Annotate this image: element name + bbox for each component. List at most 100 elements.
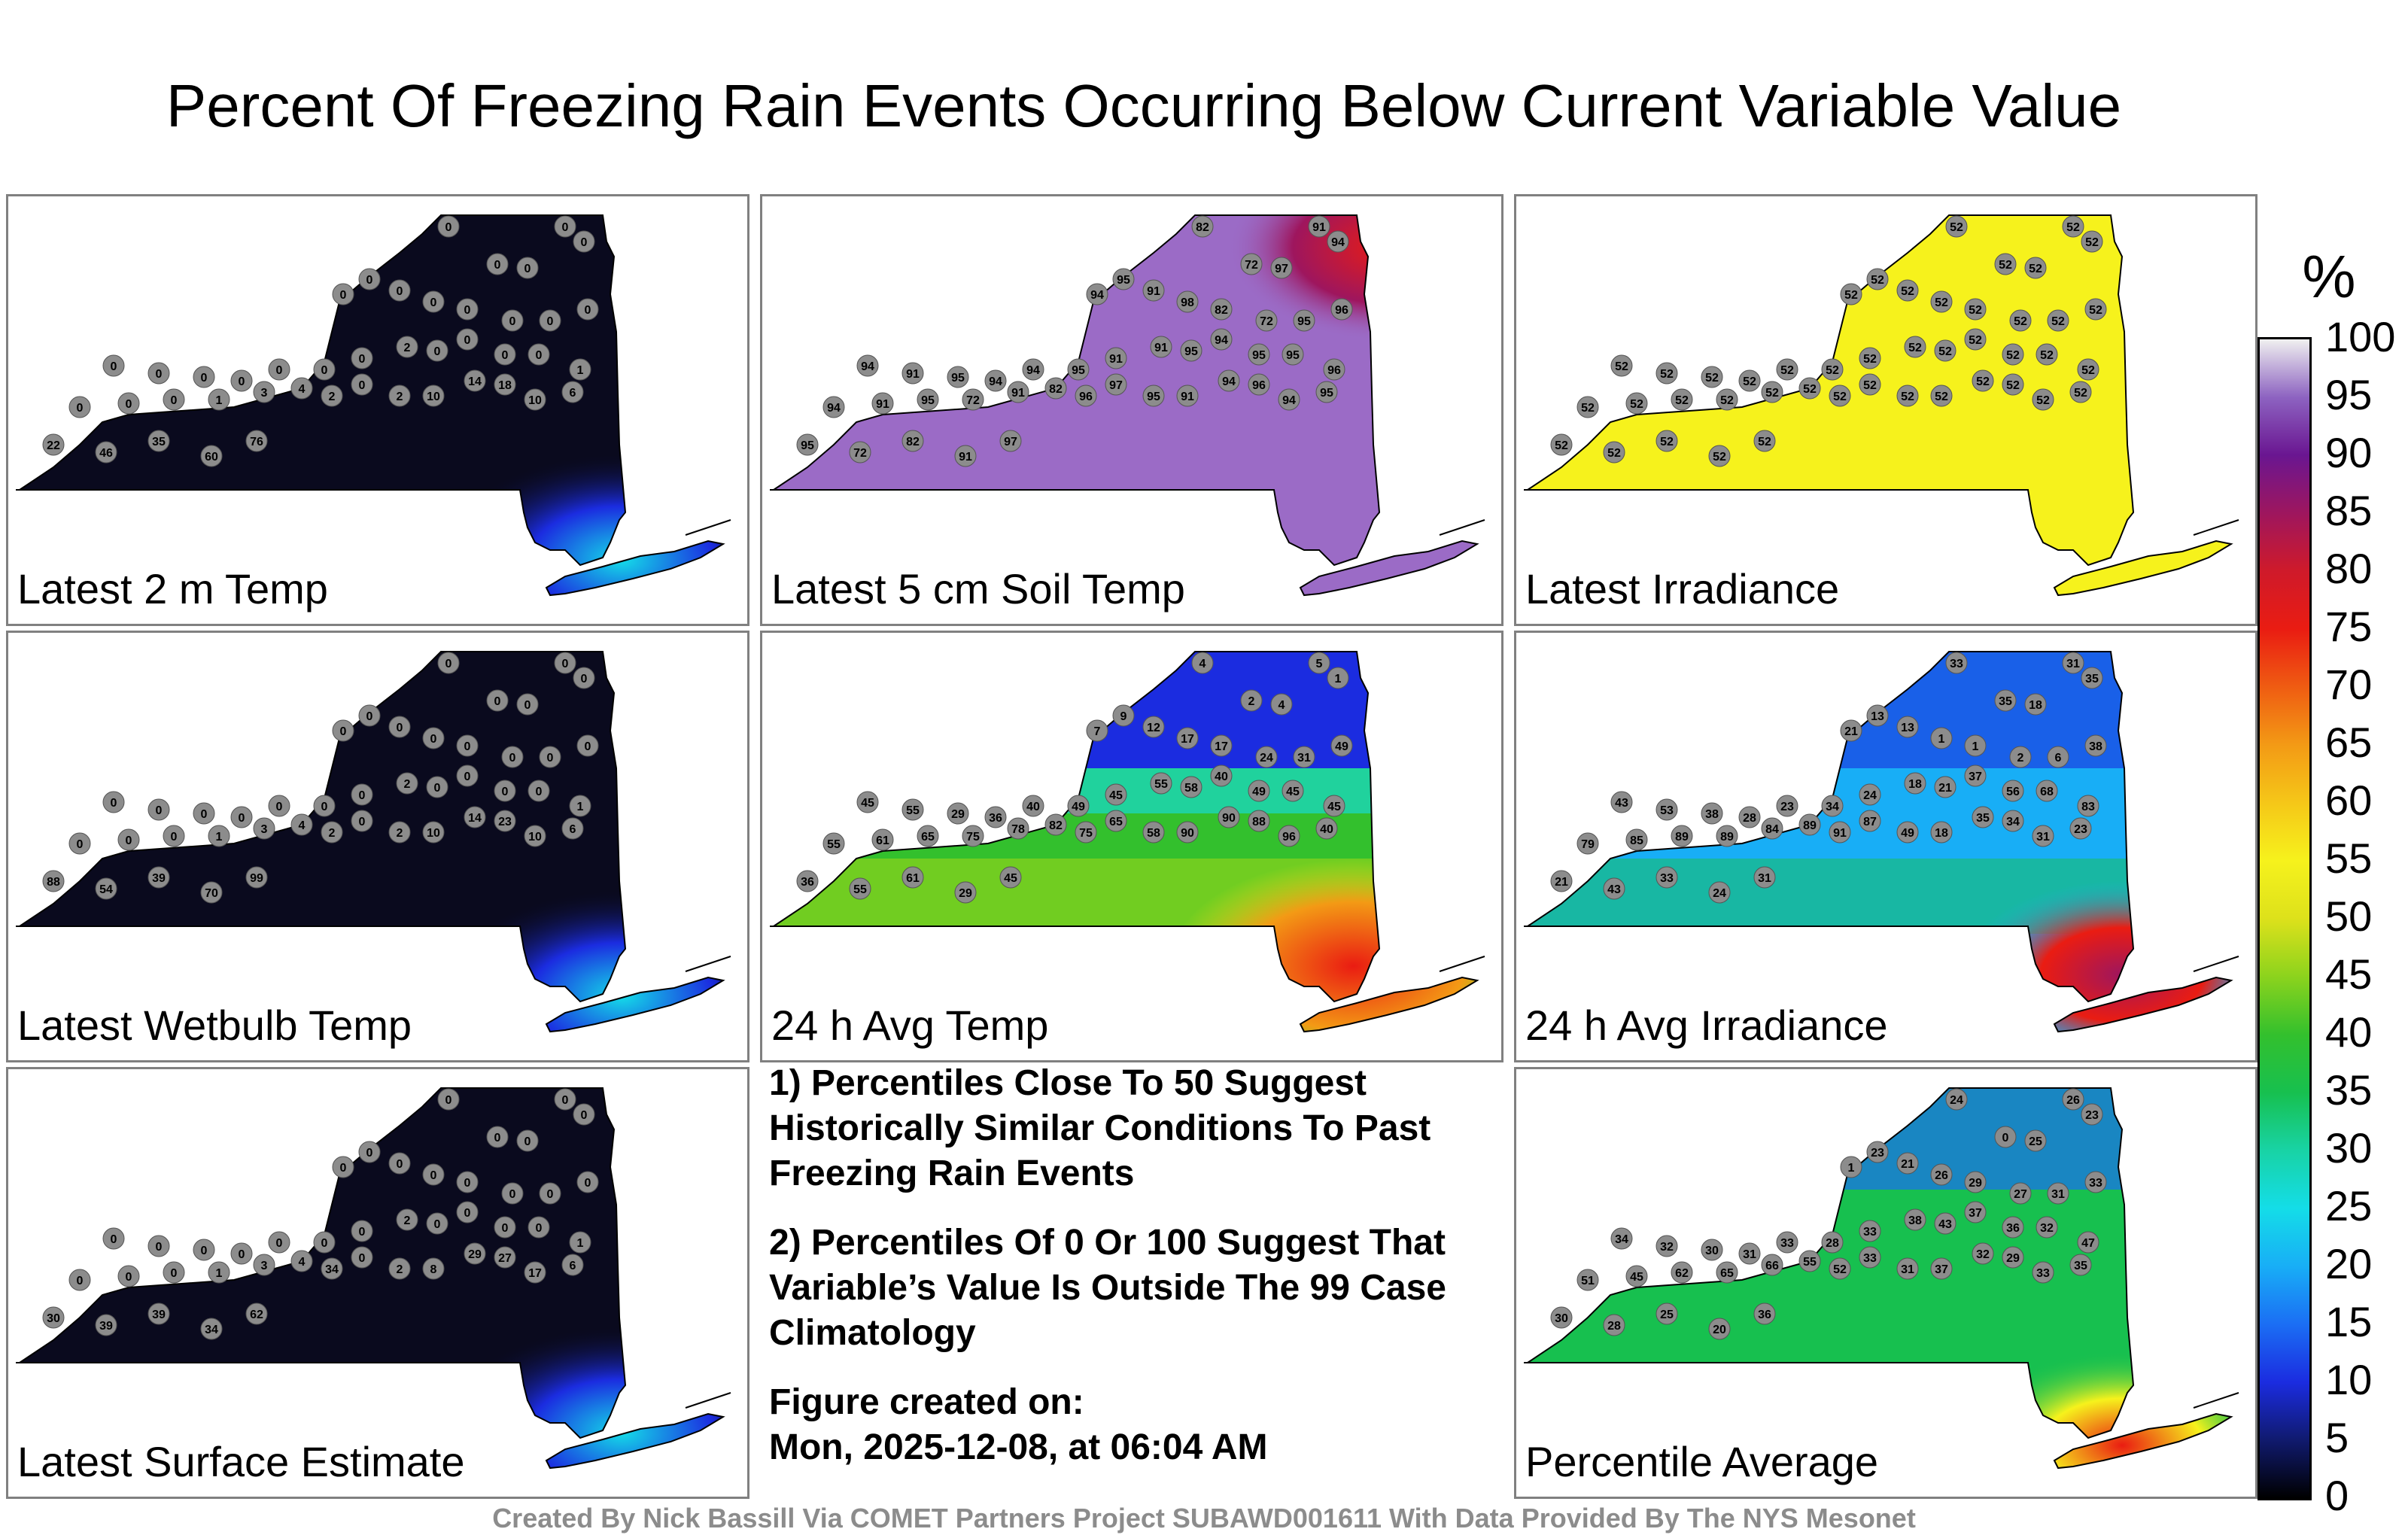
station-marker: 0 <box>117 828 140 851</box>
station-value: 17 <box>1215 740 1228 753</box>
station-marker: 17 <box>524 1261 546 1284</box>
station-value: 13 <box>1871 710 1884 723</box>
station-value: 0 <box>77 838 84 851</box>
station-marker: 2 <box>396 1208 418 1231</box>
station-marker: 29 <box>464 1242 486 1265</box>
colorbar-tick: 15 <box>2325 1298 2373 1345</box>
station-value: 0 <box>126 834 132 847</box>
station-marker: 6 <box>2047 746 2069 768</box>
station-marker: 26 <box>2062 1088 2084 1111</box>
station-value: 21 <box>1938 782 1952 795</box>
station-value: 0 <box>340 725 347 738</box>
station-value: 0 <box>430 1169 437 1182</box>
station-marker: 0 <box>102 791 125 813</box>
station-marker: 43 <box>1610 791 1633 813</box>
station-marker: 95 <box>1315 381 1338 403</box>
station-marker: 31 <box>1738 1242 1761 1265</box>
station-marker: 30 <box>42 1306 65 1329</box>
station-value: 0 <box>585 1177 591 1190</box>
station-value: 52 <box>1705 372 1719 385</box>
station-marker: 0 <box>528 1216 550 1239</box>
station-value: 0 <box>430 296 437 309</box>
station-value: 88 <box>1252 816 1266 828</box>
station-value: 0 <box>445 221 452 234</box>
station-value: 45 <box>1109 789 1123 802</box>
station-marker: 0 <box>494 1216 516 1239</box>
station-marker: 52 <box>1930 385 1953 407</box>
colorbar-tick: 95 <box>2325 371 2373 418</box>
station-value: 6 <box>570 823 576 836</box>
station-marker: 24 <box>1859 783 1881 806</box>
station-value: 52 <box>1826 364 1839 377</box>
station-value: 45 <box>861 797 874 810</box>
station-marker: 49 <box>1896 821 1919 843</box>
station-value: 1 <box>1972 740 1979 753</box>
station-marker: 52 <box>1829 1257 1851 1280</box>
station-marker: 65 <box>1105 810 1127 832</box>
station-value: 0 <box>2002 1132 2009 1144</box>
station-value: 0 <box>562 1094 569 1107</box>
station-value: 0 <box>359 1226 366 1239</box>
station-marker: 23 <box>2069 817 2092 840</box>
station-marker: 28 <box>1821 1231 1844 1254</box>
station-marker: 45 <box>999 866 1022 889</box>
colorbar-tick: 100 <box>2325 313 2396 360</box>
station-value: 0 <box>502 349 509 362</box>
station-marker: 49 <box>1067 795 1090 817</box>
station-marker: 31 <box>1293 746 1315 768</box>
station-value: 29 <box>468 1248 482 1261</box>
station-value: 1 <box>216 1267 223 1280</box>
station-marker: 66 <box>1761 1254 1783 1276</box>
station-value: 90 <box>1181 827 1194 840</box>
station-value: 24 <box>1950 1094 1963 1107</box>
station-value: 24 <box>1713 887 1726 900</box>
station-marker: 52 <box>1655 430 1678 452</box>
station-marker: 0 <box>193 366 215 388</box>
station-value: 55 <box>906 804 920 817</box>
station-marker: 17 <box>1176 727 1199 749</box>
station-marker: 0 <box>332 1156 354 1178</box>
station-marker: 0 <box>351 783 373 806</box>
station-marker: 40 <box>1210 764 1233 787</box>
colorbar-tick: 55 <box>2325 834 2373 882</box>
station-value: 17 <box>1181 733 1194 746</box>
station-value: 33 <box>1950 658 1963 670</box>
station-value: 32 <box>1976 1248 1990 1261</box>
station-value: 91 <box>959 451 972 464</box>
station-marker: 91 <box>901 362 924 385</box>
station-marker: 52 <box>1550 433 1573 456</box>
station-value: 45 <box>1630 1271 1643 1284</box>
station-marker: 1 <box>569 358 591 381</box>
station-marker: 27 <box>2009 1182 2032 1205</box>
station-value: 25 <box>1660 1309 1674 1321</box>
station-marker: 52 <box>1964 328 1987 351</box>
colorbar-tick: 50 <box>2325 892 2373 940</box>
station-marker: 91 <box>871 392 894 415</box>
station-value: 0 <box>547 752 554 764</box>
station-value: 1 <box>216 394 223 407</box>
station-value: 2 <box>404 778 411 791</box>
station-marker: 13 <box>1896 716 1919 738</box>
station-marker: 0 <box>230 369 253 392</box>
station-value: 0 <box>171 1267 178 1280</box>
station-value: 56 <box>2006 786 2020 798</box>
station-marker: 45 <box>1625 1265 1648 1287</box>
station-marker: 94 <box>1086 283 1108 305</box>
station-value: 2 <box>397 1263 403 1276</box>
station-value: 65 <box>921 831 935 843</box>
station-value: 52 <box>1935 296 1948 309</box>
station-value: 33 <box>2089 1177 2102 1190</box>
station-value: 0 <box>464 771 471 783</box>
station-marker: 56 <box>2002 780 2024 802</box>
station-value: 35 <box>2085 673 2099 685</box>
station-value: 95 <box>801 439 814 452</box>
station-value: 0 <box>524 263 531 275</box>
station-marker: 52 <box>1708 445 1731 467</box>
station-value: 52 <box>1720 394 1734 407</box>
station-value: 2 <box>397 827 403 840</box>
station-marker: 17 <box>1210 734 1233 757</box>
station-value: 52 <box>2081 364 2095 377</box>
station-marker: 91 <box>1308 215 1330 238</box>
station-value: 52 <box>1607 447 1621 460</box>
station-marker: 95 <box>1180 339 1202 362</box>
